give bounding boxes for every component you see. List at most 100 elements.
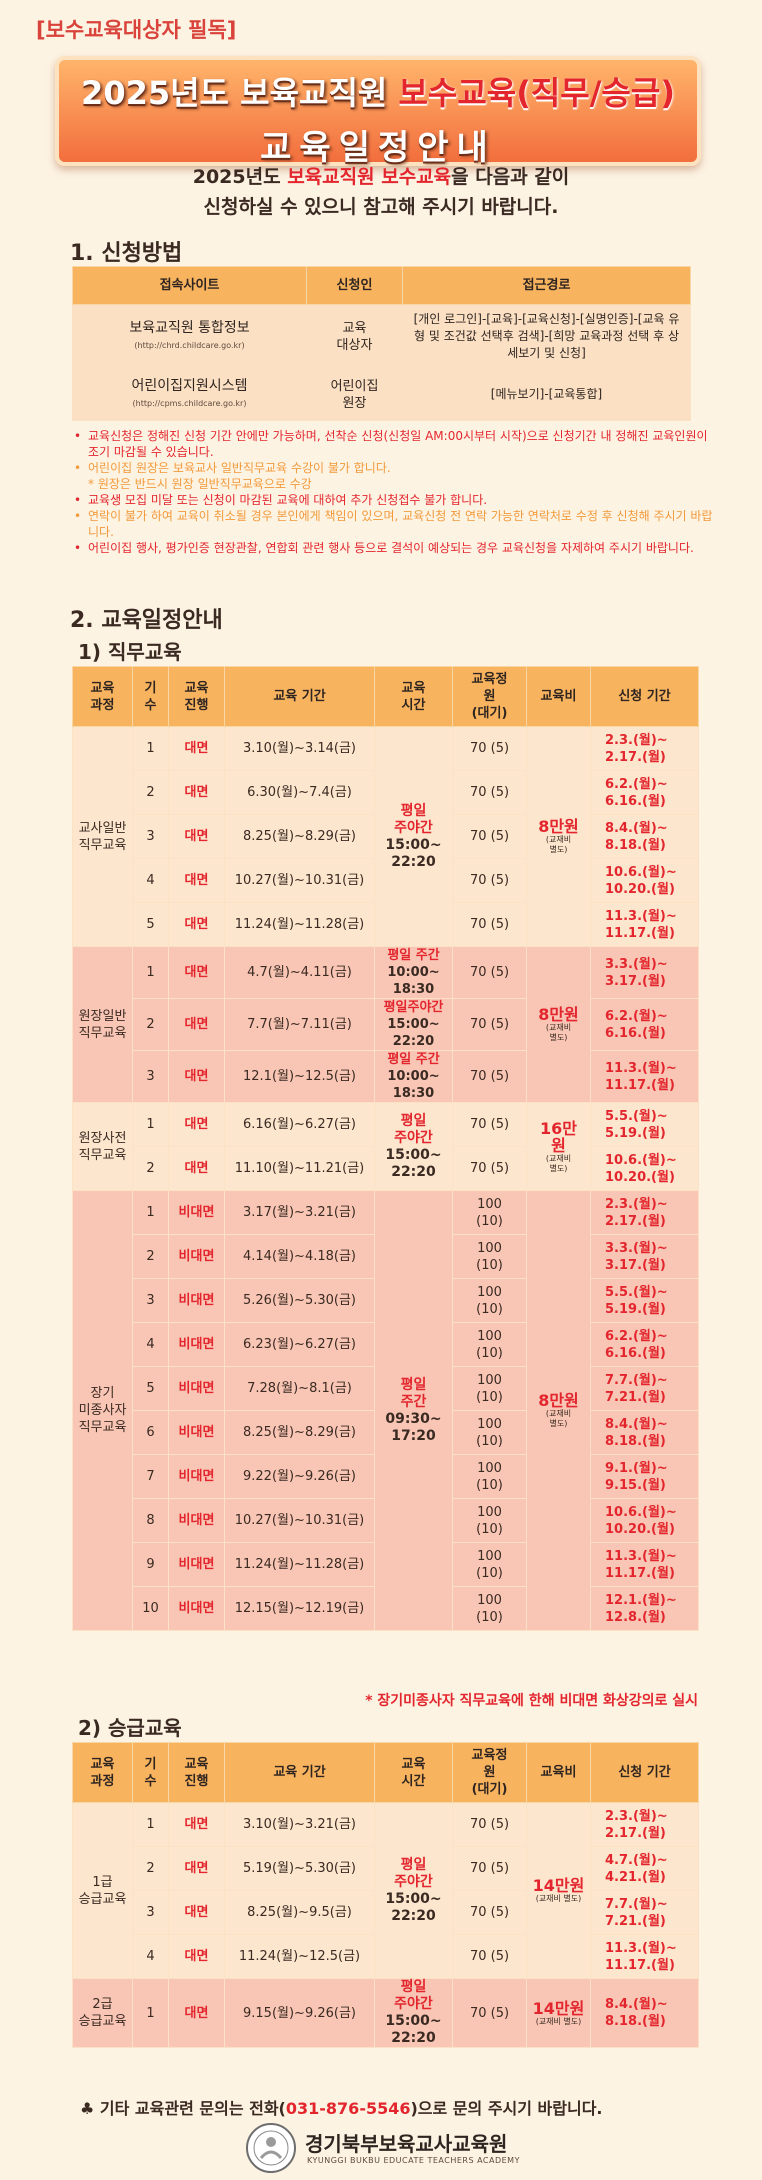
delivery-mode: 대면 [168, 1802, 225, 1847]
delivery-mode: 대면 [168, 1146, 225, 1191]
education-period: 9.15(월)~9.26(금) [224, 1978, 375, 2048]
application-period: 3.3.(월)~ 3.17.(월) [590, 946, 699, 999]
application-period: 10.6.(월)~ 10.20.(월) [590, 858, 699, 903]
round-number: 1 [132, 1102, 169, 1147]
intro-line1: 2025년도 보육교직원 보수교육을 다음과 같이 [0, 162, 762, 192]
time-hours: 15:00~ 22:20 [387, 1017, 440, 1049]
round-number: 3 [132, 1278, 169, 1323]
organization-name: 경기북부보육교사교육원 [305, 2132, 508, 2156]
education-period: 11.10(월)~11.21(금) [224, 1146, 375, 1191]
schedule-row: 5 대면 11.24(월)~11.28(금) 70 (5) 11.3.(월)~ 11.1… [73, 902, 699, 947]
capacity: 70 (5) [452, 1146, 527, 1191]
capacity: 70 (5) [452, 1978, 527, 2048]
education-period: 3.10(월)~3.21(금) [224, 1802, 375, 1847]
delivery-mode: 대면 [168, 858, 225, 903]
schedule-row: 8 비대면 10.27(월)~10.31(금) 100 (10) 10.6.(월)~ 1… [73, 1498, 699, 1543]
intro-prefix: 2025년도 [192, 166, 288, 188]
banner-title-text: 2025년도 보육교직원 [81, 74, 399, 112]
method-header-applicant: 신청인 [306, 266, 403, 305]
capacity: 100 (10) [452, 1542, 527, 1587]
capacity: 70 (5) [452, 1802, 527, 1847]
th-period: 교육 기간 [224, 1742, 375, 1803]
section1-title: 1. 신청방법 [70, 241, 183, 266]
capacity: 70 (5) [452, 998, 527, 1051]
education-period: 5.19(월)~5.30(금) [224, 1846, 375, 1891]
time-label: 평일 주간 [400, 1376, 427, 1410]
application-period: 11.3.(월)~ 11.17.(월) [590, 1542, 699, 1587]
education-period: 12.15(월)~12.19(금) [224, 1586, 375, 1631]
site-name: 어린이집지원시스템 [131, 377, 248, 394]
delivery-mode: 비대면 [168, 1322, 225, 1367]
application-period: 10.6.(월)~ 10.20.(월) [590, 1498, 699, 1543]
intro-text: 2025년도 보육교직원 보수교육을 다음과 같이 신청하실 수 있으니 참고해… [0, 162, 762, 222]
th-round: 기 수 [132, 666, 169, 727]
th-course: 교육 과정 [72, 1742, 133, 1803]
time-label: 평일 주야간 [394, 1979, 433, 2012]
schedule-row: 2급 승급교육 1 대면 9.15(월)~9.26(금) 평일 주야간 15:00~ 22… [72, 1978, 699, 2048]
delivery-mode: 비대면 [168, 1410, 225, 1455]
note-item: 교육생 모집 미달 또는 신청이 마감된 교육에 대하여 추가 신청접수 불가 … [74, 492, 714, 508]
schedule-row: 7 비대면 9.22(월)~9.26(금) 100 (10) 9.1.(월)~ 9.15… [73, 1454, 699, 1499]
course-name: 원장사전 직무교육 [72, 1102, 133, 1191]
capacity: 100 (10) [452, 1454, 527, 1499]
education-fee: 14만원 (교재비 별도) [526, 1978, 591, 2048]
route-cell: [개인 로그인]-[교육]-[교육신청]-[실명인증]-[교육 유형 및 조건값… [402, 304, 691, 369]
schedule-row: 교사일반 직무교육 1 대면 3.10(월)~3.14(금) 평일 주야간 15:00~ … [72, 726, 699, 947]
application-period: 5.5.(월)~ 5.19.(월) [590, 1102, 699, 1147]
intro-line2: 신청하실 수 있으니 참고해 주시기 바랍니다. [203, 196, 559, 218]
application-period: 2.3.(월)~ 2.17.(월) [590, 1802, 699, 1847]
round-number: 8 [132, 1498, 169, 1543]
th-time: 교육 시간 [374, 1742, 453, 1803]
capacity: 70 (5) [452, 1846, 527, 1891]
education-period: 10.27(월)~10.31(금) [224, 858, 375, 903]
contact-phone[interactable]: 031-876-5546 [285, 2099, 411, 2118]
application-period: 8.4.(월)~ 8.18.(월) [590, 1978, 699, 2048]
round-number: 2 [132, 1234, 169, 1279]
education-fee: 16만 원 (교재비 별도) [526, 1102, 591, 1191]
application-period: 9.1.(월)~ 9.15.(월) [590, 1454, 699, 1499]
contact-prefix: 기타 교육관련 문의는 전화( [99, 2099, 286, 2118]
contact-info: ♣ 기타 교육관련 문의는 전화(031-876-5546)으로 문의 주시기 … [80, 2095, 603, 2119]
course-name: 원장일반 직무교육 [72, 946, 133, 1103]
header-tag: [보수교육대상자 필독] [36, 18, 237, 42]
time-label: 평일 주야간 [394, 1856, 433, 1890]
education-time: 평일 주간 10:00~ 18:30 [374, 1050, 453, 1103]
delivery-mode: 대면 [168, 1934, 225, 1979]
time-label: 평일 주간 [387, 1052, 440, 1067]
capacity: 100 (10) [452, 1498, 527, 1543]
delivery-mode: 대면 [168, 1978, 225, 2048]
capacity: 70 (5) [452, 946, 527, 999]
application-period: 2.3.(월)~ 2.17.(월) [590, 726, 699, 771]
fee-note: (교재비 별도) [545, 1153, 572, 1173]
site-url[interactable]: (http://cpms.childcare.go.kr) [132, 398, 247, 408]
application-period: 3.3.(월)~ 3.17.(월) [590, 1234, 699, 1279]
schedule-row: 3 대면 8.25(월)~8.29(금) 70 (5) 8.4.(월)~ 8.18.(월… [73, 814, 699, 859]
remote-remark: * 장기미종사자 직무교육에 한해 비대면 화상강의로 실시 [365, 1693, 698, 1709]
site-url[interactable]: (http://chrd.childcare.go.kr) [134, 340, 245, 350]
round-number: 2 [132, 770, 169, 815]
capacity: 70 (5) [452, 814, 527, 859]
course-name: 2급 승급교육 [72, 1978, 133, 2048]
application-period: 12.1.(월)~ 12.8.(월) [590, 1586, 699, 1631]
delivery-mode: 비대면 [168, 1454, 225, 1499]
route-cell: [메뉴보기]-[교육통합] [402, 368, 691, 421]
fee-amount: 14만원 [532, 1876, 585, 1895]
capacity: 70 (5) [452, 1890, 527, 1935]
capacity: 100 (10) [452, 1586, 527, 1631]
time-label: 평일 주야간 [394, 802, 433, 836]
th-round: 기 수 [132, 1742, 169, 1803]
promotion-education-title: 2) 승급교육 [78, 1716, 182, 1740]
time-hours: 15:00~ 22:20 [385, 836, 442, 870]
banner-title-line1: 2025년도 보육교직원 보수교육(직무/승급) [59, 68, 697, 114]
method-header-site: 접속사이트 [72, 266, 307, 305]
schedule-row: 원장일반 직무교육 1 대면 4.7(월)~4.11(금) 평일 주간 10:00~ 18… [72, 946, 699, 1103]
round-number: 10 [132, 1586, 169, 1631]
delivery-mode: 대면 [168, 998, 225, 1051]
schedule-row: 3 대면 8.25(월)~9.5(금) 70 (5) 7.7.(월)~ 7.21.(월) [73, 1890, 699, 1935]
delivery-mode: 비대면 [168, 1190, 225, 1235]
education-time: 평일 주야간 15:00~ 22:20 [374, 1102, 453, 1191]
capacity: 100 (10) [452, 1366, 527, 1411]
site-name: 보육교직원 통합정보 [129, 319, 250, 336]
fee-note: (교재비 별도) [545, 835, 572, 854]
